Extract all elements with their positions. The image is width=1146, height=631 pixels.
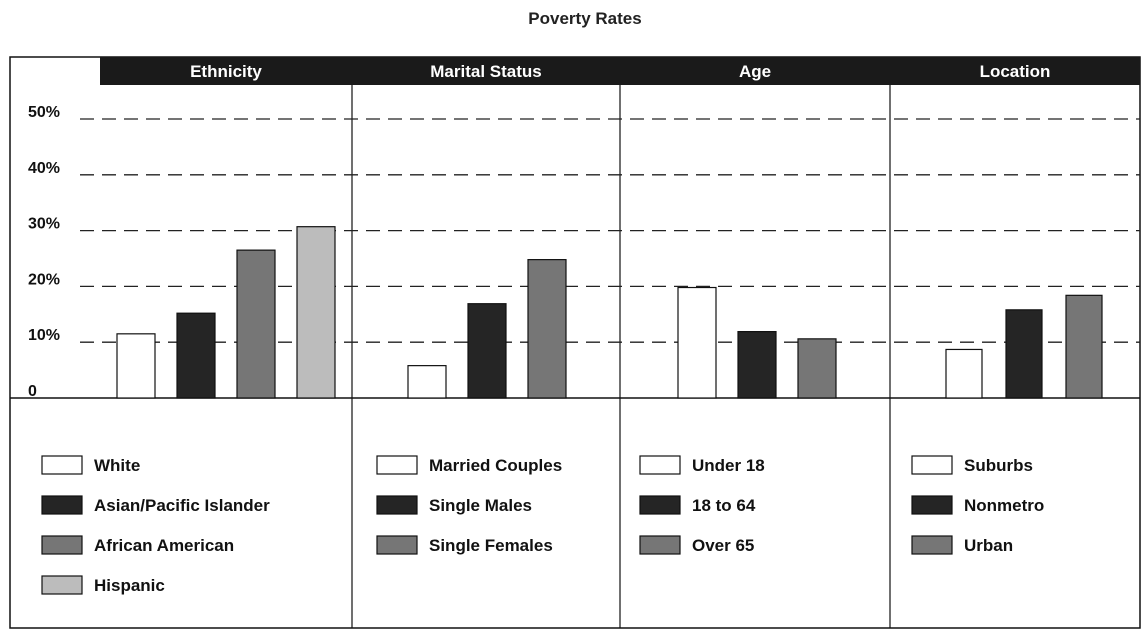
legend-label-over-65: Over 65 [692,536,754,555]
chart-title: Poverty Rates [528,9,641,28]
legend-label-nonmetro: Nonmetro [964,496,1044,515]
y-axis-ticks: 50% 40% 30% 20% 10% 0 [28,104,60,400]
bars [116,226,1103,399]
panel-header-bg-marital-status [352,57,620,85]
bar-marital-status-single-females [527,259,567,399]
legend-swatch-urban [911,535,953,555]
bar-ethnicity-asian-pacific-islander [176,312,216,399]
bar-location-urban [1065,294,1103,399]
panel-header-bg-location [890,57,1140,85]
legend-swatch-single-females [376,535,418,555]
panel-header-bg-ethnicity [100,57,352,85]
bar-age-under-18 [677,286,717,399]
bar-ethnicity-white [116,333,156,399]
bar-marital-status-single-males [467,303,507,399]
legend-label-single-males: Single Males [429,496,532,515]
panel-title-marital-status: Marital Status [430,62,541,81]
legend-label-asian-pacific-islander: Asian/Pacific Islander [94,496,270,515]
legend-swatch-single-males [376,495,418,515]
bar-ethnicity-african-american [236,249,276,399]
panel-title-age: Age [739,62,771,81]
legend-swatch-african-american [41,535,83,555]
bar-marital-status-married-couples [407,365,447,399]
bar-age-18-to-64 [737,330,777,399]
panel-title-location: Location [980,62,1051,81]
panel-headers: Ethnicity Marital Status Age Location [100,57,1140,85]
legend-swatch-married-couples [376,455,418,475]
y-tick-40: 40% [28,160,60,177]
panel-title-ethnicity: Ethnicity [190,62,262,81]
bar-age-over-65 [797,338,837,399]
bar-location-nonmetro [1005,309,1043,399]
bar-location-suburbs [945,348,983,399]
y-tick-0: 0 [28,383,37,400]
legend-label-suburbs: Suburbs [964,456,1033,475]
legend-swatch-nonmetro [911,495,953,515]
legend-swatch-asian-pacific-islander [41,495,83,515]
y-tick-20: 20% [28,271,60,288]
y-tick-30: 30% [28,216,60,233]
y-tick-50: 50% [28,104,60,121]
legend-swatch-white [41,455,83,475]
legend-swatch-hispanic [41,575,83,595]
legend-label-african-american: African American [94,536,234,555]
legend-label-hispanic: Hispanic [94,576,165,595]
bar-ethnicity-hispanic [296,226,336,399]
legend-label-married-couples: Married Couples [429,456,562,475]
legend-swatch-over-65 [639,535,681,555]
legend-swatch-18-to-64 [639,495,681,515]
legends: White Asian/Pacific Islander African Ameri… [41,455,1044,595]
legend-swatch-suburbs [911,455,953,475]
legend-label-18-to-64: 18 to 64 [692,496,756,515]
legend-label-urban: Urban [964,536,1013,555]
y-tick-10: 10% [28,327,60,344]
legend-label-under-18: Under 18 [692,456,765,475]
legend-label-white: White [94,456,140,475]
legend-label-single-females: Single Females [429,536,553,555]
legend-swatch-under-18 [639,455,681,475]
panel-header-bg-age [620,57,890,85]
